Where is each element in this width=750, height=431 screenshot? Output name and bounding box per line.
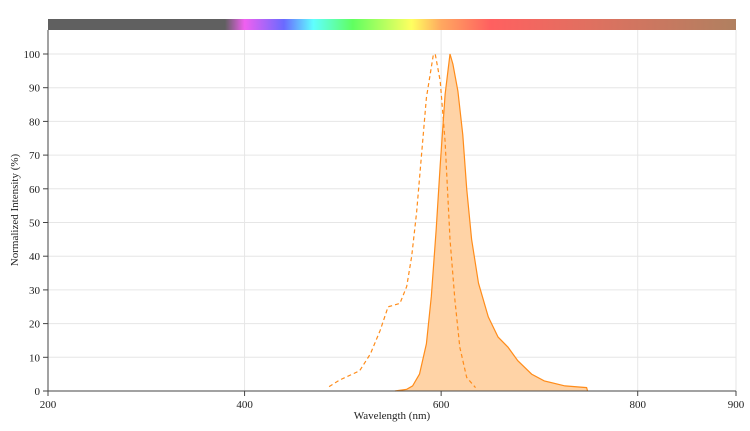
y-tick-label: 80 (29, 116, 41, 128)
y-tick-label: 60 (29, 184, 41, 196)
y-tick-label: 30 (29, 285, 41, 297)
x-tick-label: 600 (433, 399, 450, 411)
y-tick-label: 100 (24, 49, 41, 61)
y-tick-label: 0 (35, 386, 41, 398)
x-tick-label: 400 (236, 399, 253, 411)
y-tick-label: 90 (29, 83, 41, 95)
x-axis-label: Wavelength (nm) (354, 410, 431, 422)
x-tick-label: 200 (40, 399, 57, 411)
y-tick-label: 70 (29, 150, 41, 162)
spectrum-color-bar (48, 19, 736, 30)
y-axis-label: Normalized Intensity (%) (9, 153, 21, 266)
emission-line (394, 53, 589, 392)
y-tick-label: 40 (29, 251, 41, 263)
excitation-line (328, 53, 476, 388)
y-tick-label: 50 (29, 218, 41, 230)
x-tick-label: 800 (629, 399, 646, 411)
y-tick-label: 20 (29, 319, 41, 331)
x-tick-label: 900 (728, 399, 745, 411)
y-tick-label: 10 (29, 352, 41, 364)
emission-area (394, 54, 588, 391)
